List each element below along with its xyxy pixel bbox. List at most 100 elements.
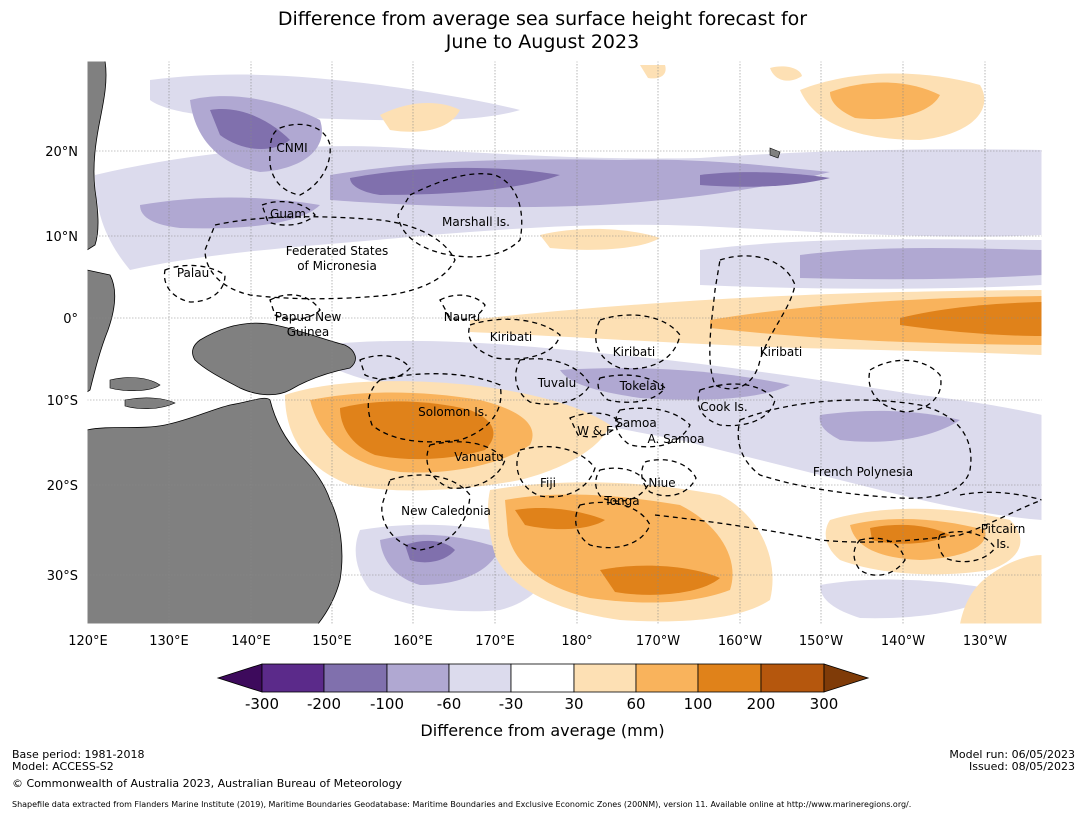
anomaly-positive-n-light2 <box>540 228 660 250</box>
colorbar-tick-label: -60 <box>436 695 462 713</box>
colorbar-tick-label: -30 <box>498 695 524 713</box>
region-label-kiribati-west: Kiribati <box>490 330 532 344</box>
anomaly-negative-north-dark <box>350 167 560 195</box>
colorbar-swatch-6 <box>573 663 637 693</box>
region-label-american-samoa: A. Samoa <box>648 432 705 446</box>
region-label-png-line1: Papua New <box>275 310 342 324</box>
footer-base-period: Base period: 1981-2018 <box>12 748 145 761</box>
anomaly-positive-ne-med <box>830 82 940 120</box>
footer-model: Model: ACCESS-S2 <box>12 760 114 773</box>
region-label-fiji: Fiji <box>540 476 556 490</box>
anomaly-positive-se-corner <box>960 555 1042 624</box>
region-label-png-line2: Guinea <box>287 325 330 339</box>
land-islands-a <box>109 377 161 391</box>
colorbar-swatch-4 <box>448 663 512 693</box>
region-label-guam: Guam <box>270 207 306 221</box>
lat-label-0: 0° <box>63 312 78 327</box>
region-label-new-caledonia: New Caledonia <box>401 504 491 518</box>
colorbar-tick-label: 30 <box>564 695 584 713</box>
lat-label-10n: 10°N <box>45 230 78 245</box>
lat-label-10s: 10°S <box>47 394 78 409</box>
region-label-wallis-futuna: W & F <box>577 424 613 438</box>
lat-label-30s: 30°S <box>47 569 78 584</box>
region-label-kiribati-east: Kiribati <box>760 345 802 359</box>
colorbar-extend-low <box>216 663 263 693</box>
anomaly-negative-nw-dark <box>210 109 290 150</box>
colorbar-swatch-7 <box>635 663 699 693</box>
chart-title-line2: June to August 2023 <box>445 31 640 53</box>
land-philippines <box>87 61 107 251</box>
region-label-niue: Niue <box>648 476 675 490</box>
anomaly-negative-south-med <box>560 368 790 400</box>
anomaly-positive-solomon-dark <box>340 401 494 460</box>
colorbar-tick-label: -300 <box>244 695 280 713</box>
lon-label-120e: 120°E <box>68 634 108 649</box>
colorbar-tick-label: -100 <box>369 695 405 713</box>
anomaly-negative-e-dark <box>700 172 830 187</box>
region-label-tuvalu: Tuvalu <box>537 376 577 390</box>
lon-label-160e: 160°E <box>393 634 433 649</box>
region-label-cnmi: CNMI <box>276 141 307 155</box>
anomaly-negative-nw-med2 <box>140 197 320 229</box>
anomaly-negative-south-band <box>320 340 1042 520</box>
region-label-nauru: Nauru <box>444 310 480 324</box>
region-label-french-polynesia: French Polynesia <box>813 465 913 479</box>
map-field: CNMI Guam Marshall Is. Federated States … <box>87 61 1042 624</box>
region-label-pitcairn-line2: Is. <box>996 537 1010 551</box>
land-hawaii <box>769 147 781 159</box>
colorbar-swatch-5 <box>510 663 575 693</box>
anomaly-positive-se-dark <box>870 524 950 544</box>
colorbar-tick-label: 200 <box>746 695 776 713</box>
lon-label-180: 180° <box>561 634 592 649</box>
colorbar <box>216 663 870 693</box>
region-label-pitcairn-line1: Pitcairn <box>981 522 1026 536</box>
region-label-kiribati-central: Kiribati <box>613 345 655 359</box>
region-label-tokelau: Tokelau <box>619 379 665 393</box>
anomaly-negative-eq-east-med <box>800 247 1042 280</box>
colorbar-swatch-2 <box>323 663 388 693</box>
anomaly-negative-se-band <box>820 579 1000 619</box>
anomaly-positive-n-light1 <box>380 103 460 132</box>
lon-label-140w: 140°W <box>881 634 925 649</box>
land-australia <box>87 397 343 624</box>
colorbar-tick-label: 100 <box>683 695 713 713</box>
anomaly-negative-southeast-med <box>819 410 960 442</box>
region-label-fsm-line2: of Micronesia <box>297 259 377 273</box>
eez-boundaries <box>163 123 1042 576</box>
lon-label-150w: 150°W <box>799 634 843 649</box>
land-islands-b <box>124 397 176 409</box>
colorbar-swatch-3 <box>386 663 450 693</box>
footer-shapefile-credit: Shapefile data extracted from Flanders M… <box>12 800 912 809</box>
region-label-fsm-line1: Federated States <box>286 244 388 258</box>
region-label-tonga: Tonga <box>603 494 639 508</box>
region-label-samoa: Samoa <box>615 416 656 430</box>
region-label-cook: Cook Is. <box>700 400 747 414</box>
anomaly-positive-n-light4 <box>770 66 802 81</box>
lat-label-20n: 20°N <box>45 145 78 160</box>
region-label-marshall: Marshall Is. <box>442 215 510 229</box>
lon-label-170e: 170°E <box>475 634 515 649</box>
lon-label-130w: 130°W <box>963 634 1007 649</box>
anomaly-positive-south-dark <box>515 508 605 530</box>
lon-label-150e: 150°E <box>312 634 352 649</box>
region-label-palau: Palau <box>177 266 209 280</box>
colorbar-tick-label: -200 <box>306 695 342 713</box>
land-indonesia-w <box>87 269 116 393</box>
region-label-solomon: Solomon Is. <box>418 405 488 419</box>
lon-label-170w: 170°W <box>636 634 680 649</box>
anomaly-negative-sw-dark <box>405 540 455 563</box>
colorbar-tick-label: 300 <box>809 695 839 713</box>
lat-label-20s: 20°S <box>47 479 78 494</box>
anomaly-negative-upper-right <box>870 152 1042 203</box>
colorbar-title: Difference from average (mm) <box>420 721 665 740</box>
colorbar-tick-label: 60 <box>626 695 646 713</box>
colorbar-swatch-8 <box>697 663 762 693</box>
anomaly-positive-n-light3 <box>640 65 666 79</box>
lon-label-140e: 140°E <box>231 634 271 649</box>
chart-title-line1: Difference from average sea surface heig… <box>277 8 808 30</box>
land-new-guinea <box>192 322 356 396</box>
lon-label-130e: 130°E <box>149 634 189 649</box>
map-frame <box>86 60 1043 625</box>
footer-issued: Issued: 08/05/2023 <box>968 760 1075 773</box>
